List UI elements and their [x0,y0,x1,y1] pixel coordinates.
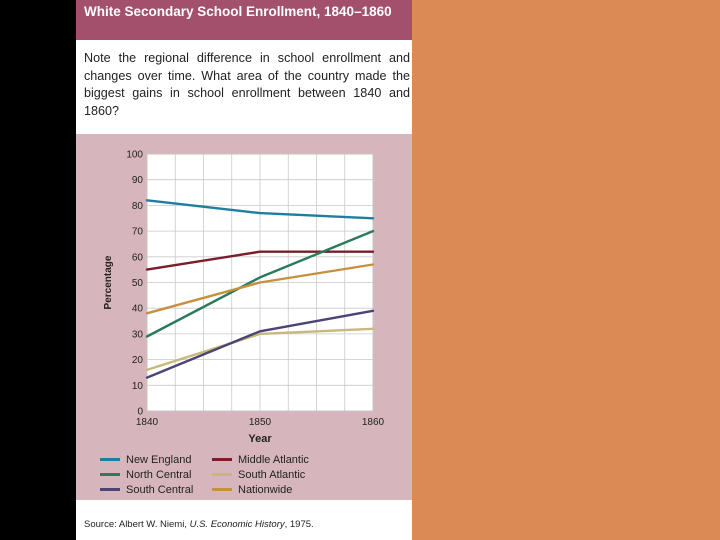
y-tick-label: 50 [132,278,144,289]
y-tick-label: 70 [132,227,144,238]
chart-legend: New England Middle Atlantic North Central S… [100,452,400,500]
legend-label: Middle Atlantic [238,453,309,466]
legend-label: South Central [126,483,194,496]
x-tick-label: 1850 [249,417,272,428]
x-tick-label: 1860 [362,417,385,428]
line-chart: 0 10 20 30 40 50 60 70 80 90 100 1840 1850 1860 Year Pe… [103,150,385,446]
source-note: Source: Albert W. Niemi, U.S. Economic H… [84,519,410,530]
y-axis-title: Percentage [103,255,114,309]
card-header: White Secondary School Enrollment, 1840–… [76,0,412,40]
legend-swatch [100,488,120,491]
series-line-middle-atlantic [145,250,375,271]
legend-swatch [100,473,120,476]
series-line-north-central [145,229,375,338]
series-line-south-central [145,309,375,379]
source-suffix: , 1975. [284,519,314,530]
y-tick-label: 80 [132,201,144,212]
legend-swatch [212,488,232,491]
series-line-new-england [145,199,375,220]
legend-label: South Atlantic [238,468,306,481]
source-book: U.S. Economic History [189,519,285,530]
y-tick-label: 20 [132,355,144,366]
y-tick-label: 100 [126,150,143,161]
legend-item-north-central: North Central [100,467,191,482]
legend-item-new-england: New England [100,452,191,467]
legend-label: Nationwide [238,483,293,496]
series-line-nationwide [145,263,375,315]
legend-label: New England [126,453,192,466]
legend-label: North Central [126,468,192,481]
legend-item-south-central: South Central [100,482,193,497]
question-text: Note the regional difference in school e… [84,51,410,118]
y-tick-label: 10 [132,381,144,392]
source-prefix: Source: Albert W. Niemi, [84,519,190,530]
chart-title: White Secondary School Enrollment, 1840–… [84,4,392,19]
y-tick-label: 90 [132,175,144,186]
y-tick-label: 40 [132,304,144,315]
legend-swatch [100,458,120,461]
legend-swatch [212,458,232,461]
series-line-south-atlantic [145,327,375,372]
y-tick-label: 60 [132,252,144,263]
x-tick-label: 1840 [136,417,159,428]
left-black-strip [0,0,76,540]
y-tick-label: 30 [132,329,144,340]
legend-item-nationwide: Nationwide [212,482,292,497]
chart-panel: 0 10 20 30 40 50 60 70 80 90 100 1840 1850 1860 Year Pe… [76,134,412,500]
y-tick-label: 0 [137,407,143,418]
legend-item-south-atlantic: South Atlantic [212,467,305,482]
legend-swatch [212,473,232,476]
x-axis-title: Year [248,433,272,445]
chart-card: White Secondary School Enrollment, 1840–… [76,0,412,540]
legend-item-middle-atlantic: Middle Atlantic [212,452,309,467]
